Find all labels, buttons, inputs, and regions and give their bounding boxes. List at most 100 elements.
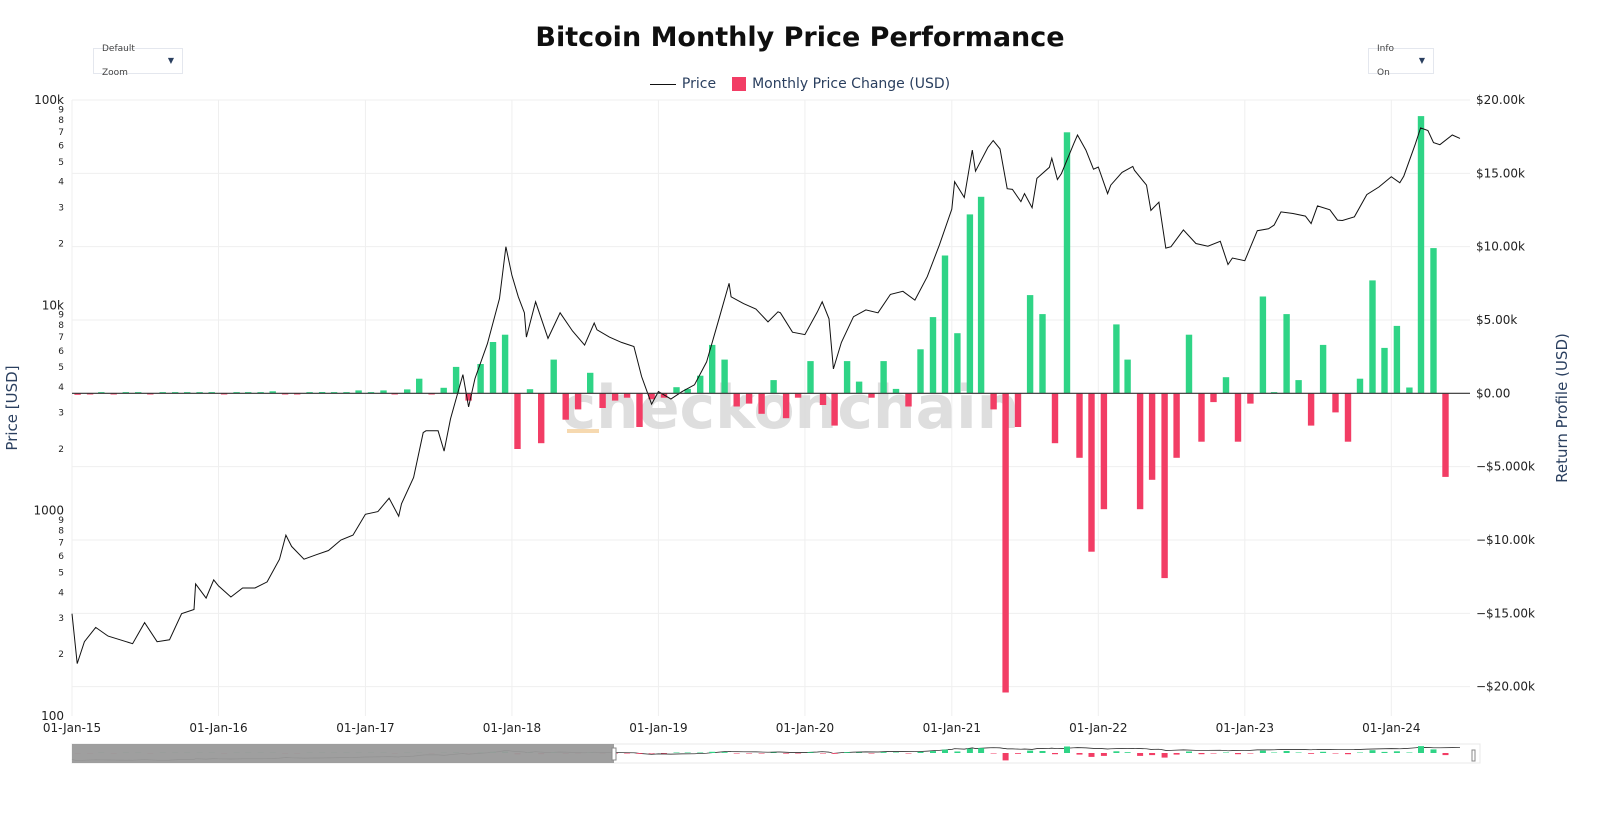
- y-left-minor-tick-label: 4: [58, 178, 64, 188]
- zoom-dropdown-label: Default Zoom: [102, 44, 135, 78]
- monthly-change-bar: [660, 393, 668, 398]
- monthly-change-bar: [489, 342, 497, 394]
- monthly-change-bar: [208, 392, 215, 394]
- monthly-change-bar: [1161, 393, 1168, 579]
- range-slider-bar: [661, 753, 667, 754]
- range-slider-mask: [72, 744, 614, 763]
- monthly-change-bar: [1063, 132, 1071, 394]
- range-slider-right-handle: [1471, 749, 1476, 762]
- monthly-change-bar: [758, 393, 765, 414]
- monthly-change-bar: [159, 392, 166, 394]
- legend-label-monthly-change: Monthly Price Change (USD): [752, 76, 951, 92]
- monthly-change-bar: [318, 392, 326, 394]
- monthly-change-bar: [917, 349, 924, 394]
- monthly-change-bar: [1148, 393, 1156, 480]
- monthly-change-bar: [1113, 324, 1120, 394]
- range-slider-bar: [624, 753, 631, 754]
- x-tick-label: 01-Jan-17: [336, 721, 394, 735]
- legend-label-price: Price: [681, 76, 717, 92]
- monthly-change-bar: [1417, 116, 1425, 394]
- monthly-change-bar: [452, 366, 460, 394]
- range-slider-bar: [1393, 751, 1400, 753]
- monthly-change-bar: [721, 359, 728, 394]
- y-left-minor-tick-label: 9: [58, 516, 64, 526]
- y-left-minor-tick-label: 4: [58, 383, 64, 393]
- range-slider-left-handle: [611, 747, 617, 761]
- range-slider-bar: [1235, 753, 1241, 755]
- y-right-tick-label: $10.00k: [1476, 240, 1525, 254]
- range-slider-bar: [746, 753, 753, 754]
- x-axis: 01-Jan-15 01-Jan-16 01-Jan-17 01-Jan-18 01-J…: [43, 721, 1421, 735]
- monthly-change-bar: [1076, 393, 1083, 458]
- monthly-change-bar: [1307, 393, 1315, 426]
- monthly-change-bar: [233, 392, 240, 394]
- monthly-change-bar: [819, 393, 827, 405]
- monthly-change-bar: [1406, 387, 1413, 394]
- monthly-change-bar: [1124, 359, 1131, 394]
- info-dropdown[interactable]: Info On ▼: [1368, 44, 1434, 78]
- range-slider-bar: [1418, 746, 1424, 753]
- y-left-tick-label: 100: [41, 709, 64, 723]
- monthly-change-bar: [831, 393, 838, 426]
- monthly-change-bar: [343, 392, 350, 394]
- y-left-tick-label: 1000: [33, 504, 64, 518]
- range-slider-bar: [648, 753, 655, 754]
- monthly-change-bar: [990, 393, 997, 410]
- monthly-change-bar: [623, 393, 631, 398]
- range-slider-bar: [709, 751, 716, 753]
- y-left-minor-tick-label: 8: [58, 527, 64, 537]
- line-swatch-icon: [649, 83, 676, 85]
- range-slider-bar: [1100, 753, 1107, 756]
- legend-item-price[interactable]: Price: [649, 76, 717, 92]
- x-tick-label: 01-Jan-24: [1362, 721, 1420, 735]
- y-left-minor-tick-label: 2: [58, 445, 64, 455]
- range-slider-bar: [917, 751, 924, 753]
- monthly-change-bar: [1393, 325, 1401, 394]
- range-slider-bar: [831, 753, 838, 754]
- range-slider-bar: [930, 751, 936, 753]
- y-left-tick-label: 10k: [42, 298, 64, 312]
- zoom-dropdown[interactable]: Default Zoom ▼: [93, 44, 183, 78]
- range-slider[interactable]: [71, 743, 1481, 764]
- legend-item-monthly-change[interactable]: Monthly Price Change (USD): [732, 76, 950, 92]
- monthly-change-bar: [74, 393, 81, 395]
- y-left-tick-label: 100k: [34, 93, 64, 107]
- range-slider-bar: [1198, 753, 1205, 755]
- range-slider-bar: [770, 752, 777, 753]
- monthly-change-bar: [1270, 392, 1278, 394]
- range-slider-bar: [1052, 753, 1058, 755]
- y-left-minor-tick-label: 4: [58, 588, 64, 598]
- monthly-change-bar: [1430, 248, 1437, 394]
- monthly-change-bar: [122, 392, 129, 394]
- y-right-tick-label: $15.00k: [1476, 166, 1525, 180]
- range-slider-bar: [1406, 752, 1413, 753]
- monthly-change-bar: [648, 393, 655, 400]
- range-slider-bar: [1357, 752, 1363, 753]
- y-right-tick-label: $5.00k: [1476, 313, 1517, 327]
- watermark-accent: [567, 429, 599, 433]
- monthly-change-bar: [1295, 380, 1302, 394]
- monthly-change-bar: [514, 393, 521, 449]
- monthly-change-bar: [587, 372, 594, 394]
- range-slider-bar: [1064, 746, 1070, 753]
- y-left-minor-tick-label: 7: [58, 538, 64, 548]
- monthly-change-bar: [1442, 393, 1449, 477]
- monthly-change-bar: [599, 393, 606, 408]
- range-slider-bar: [905, 753, 912, 754]
- range-slider-bar: [1015, 753, 1021, 754]
- monthly-change-bar: [843, 361, 851, 394]
- bar-swatch-icon: [732, 77, 747, 91]
- range-slider-bar: [697, 752, 704, 753]
- monthly-change-bar: [673, 387, 680, 394]
- monthly-change-bar: [269, 391, 276, 394]
- monthly-change-bar: [257, 392, 264, 394]
- range-slider-bar: [1283, 751, 1290, 753]
- range-slider-bar: [1345, 753, 1351, 755]
- x-tick-label: 01-Jan-22: [1069, 721, 1127, 735]
- range-slider-bar: [1076, 753, 1083, 755]
- monthly-change-bar: [367, 392, 375, 394]
- monthly-change-bar: [440, 387, 447, 394]
- range-slider-bar: [844, 752, 851, 753]
